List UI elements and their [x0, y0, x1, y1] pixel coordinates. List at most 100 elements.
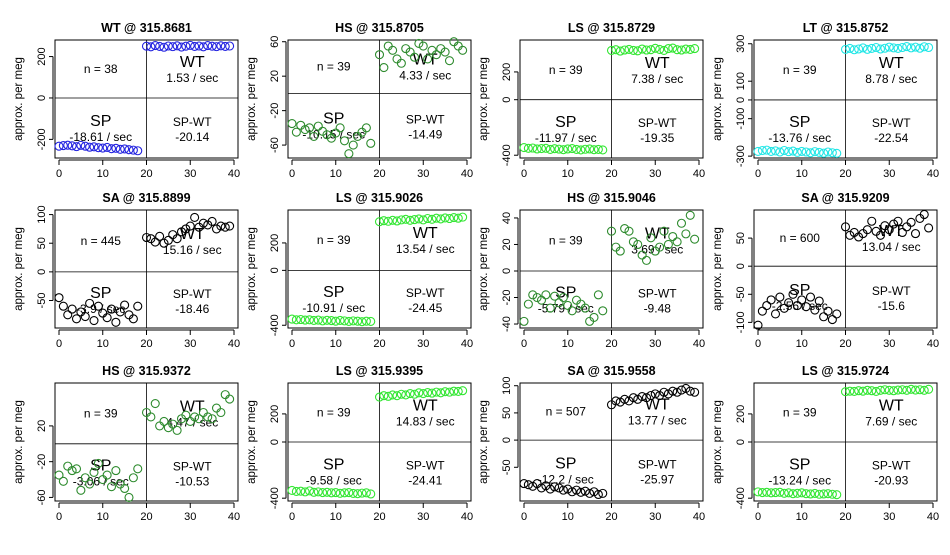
- data-point-wt: [440, 387, 450, 397]
- data-point-wt: [449, 212, 459, 223]
- data-point-sp: [545, 144, 555, 154]
- data-point-wt: [418, 41, 428, 51]
- data-point-sp: [563, 484, 573, 494]
- data-point-wt: [155, 41, 165, 51]
- data-point-wt: [190, 212, 200, 222]
- x-tick-label: 10: [796, 338, 808, 350]
- data-point-wt: [414, 38, 424, 48]
- y-tick-label: 200: [735, 405, 747, 423]
- data-point-sp: [589, 145, 599, 155]
- x-tick-label: 40: [228, 168, 240, 180]
- count-label: n = 38: [84, 62, 118, 76]
- y-tick-label: -50: [735, 286, 747, 302]
- x-tick-label: 40: [228, 338, 240, 350]
- data-point-sp: [541, 143, 551, 153]
- data-point-sp: [554, 483, 564, 493]
- data-point-wt: [392, 54, 402, 64]
- data-point-wt: [150, 237, 160, 247]
- x-tick-label: 20: [373, 338, 385, 350]
- data-point-wt: [897, 385, 907, 395]
- data-point-wt: [924, 223, 934, 233]
- count-label: n = 600: [780, 231, 821, 245]
- data-point-sp: [753, 320, 763, 330]
- data-point-wt: [690, 44, 700, 54]
- sp-label: SP: [555, 456, 576, 473]
- sp-rate-label: -2.56 / sec: [772, 299, 828, 313]
- y-tick-label: 20: [269, 70, 281, 82]
- data-point-sp: [519, 479, 529, 489]
- data-point-sp: [779, 488, 789, 498]
- data-point-sp: [85, 298, 95, 308]
- data-point-sp: [827, 148, 837, 158]
- data-point-wt: [216, 221, 226, 231]
- x-tick-label: 30: [417, 338, 429, 350]
- data-point-sp: [779, 145, 789, 156]
- data-point-wt: [663, 44, 673, 54]
- data-point-wt: [190, 41, 200, 51]
- data-point-wt: [198, 42, 208, 52]
- data-point-wt: [146, 412, 156, 422]
- data-point-sp: [563, 300, 573, 311]
- data-point-wt: [862, 225, 872, 235]
- y-tick-label: 0: [501, 97, 513, 103]
- data-point-wt: [854, 44, 864, 54]
- x-tick-label: 40: [927, 511, 939, 523]
- data-point-sp: [296, 314, 306, 325]
- sp-rate-label: -11.97 / sec: [535, 131, 597, 145]
- data-point-sp: [361, 316, 371, 326]
- y-tick-label: -400: [501, 144, 513, 166]
- data-point-wt: [672, 45, 682, 55]
- data-point-wt: [893, 43, 903, 53]
- panel-6: LS @ 315.9026 0 10 20 30 40 -400 0 200 approx. pe…: [246, 191, 473, 350]
- sp-wt-label: SP-WT: [638, 116, 677, 130]
- data-point-sp: [770, 488, 781, 498]
- data-point-wt: [919, 209, 929, 220]
- y-tick-label: 0: [735, 97, 747, 103]
- y-tick-label: -100: [735, 108, 747, 130]
- data-point-sp: [304, 123, 315, 133]
- x-tick-label: 40: [228, 511, 240, 523]
- data-point-sp: [318, 488, 328, 498]
- data-point-wt: [889, 386, 899, 396]
- data-point-wt: [840, 222, 851, 232]
- data-point-sp: [361, 123, 371, 133]
- x-tick-label: 0: [755, 168, 761, 180]
- data-point-sp: [554, 298, 564, 308]
- data-point-sp: [819, 489, 829, 499]
- data-point-sp: [335, 488, 345, 498]
- data-point-sp: [593, 489, 603, 500]
- data-point-wt: [449, 37, 459, 47]
- data-point-sp: [598, 306, 608, 316]
- data-point-sp: [810, 147, 820, 157]
- data-point-wt: [633, 239, 643, 250]
- data-point-sp: [550, 482, 560, 492]
- x-tick-label: 30: [649, 338, 661, 350]
- panel-title: LS @ 315.9395: [336, 364, 423, 378]
- data-point-sp: [550, 144, 560, 154]
- data-point-sp: [832, 148, 842, 158]
- data-point-wt: [207, 216, 217, 227]
- data-point-wt: [414, 214, 424, 224]
- data-point-wt: [155, 231, 165, 241]
- data-point-sp: [58, 301, 68, 311]
- x-tick-label: 30: [184, 338, 196, 350]
- data-point-wt: [676, 45, 687, 55]
- sp-label: SP: [90, 457, 111, 474]
- data-point-sp: [361, 488, 371, 498]
- data-point-wt: [858, 43, 868, 53]
- data-point-sp: [827, 315, 837, 325]
- x-tick-label: 0: [289, 168, 295, 180]
- count-label: n = 39: [317, 60, 351, 74]
- y-tick-label: -60: [269, 137, 281, 153]
- data-point-wt: [685, 386, 695, 396]
- count-label: n = 39: [549, 63, 583, 77]
- data-point-wt: [668, 43, 678, 53]
- data-point-sp: [326, 316, 336, 326]
- data-point-sp: [58, 141, 68, 151]
- sp-wt-label: SP-WT: [872, 284, 911, 298]
- x-tick-label: 40: [461, 168, 473, 180]
- data-point-sp: [111, 466, 121, 476]
- data-point-sp: [80, 473, 90, 483]
- y-tick-label: 50: [36, 237, 48, 249]
- data-point-sp: [766, 146, 776, 156]
